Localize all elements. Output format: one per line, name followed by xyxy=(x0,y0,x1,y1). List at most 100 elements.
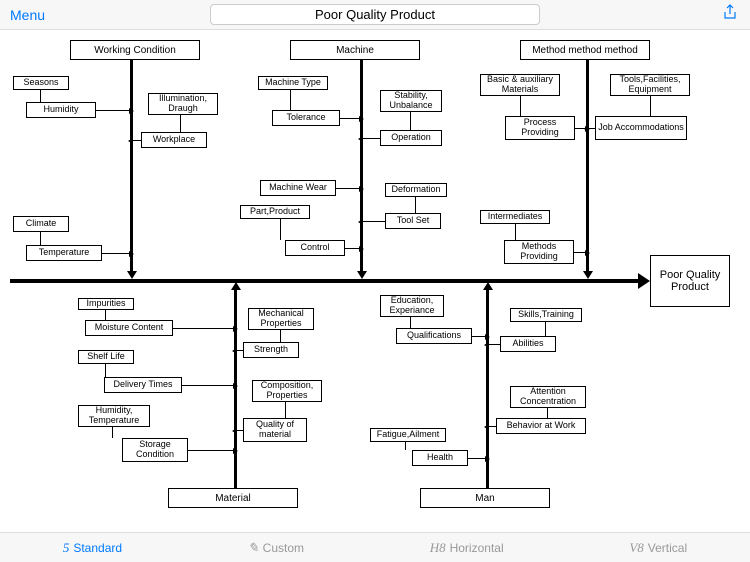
share-icon[interactable] xyxy=(722,4,738,25)
category-box[interactable]: Machine xyxy=(290,40,420,60)
tab-vertical[interactable]: V8 Vertical xyxy=(629,540,687,556)
connector xyxy=(340,118,360,119)
effect-box[interactable]: Poor Quality Product xyxy=(650,255,730,307)
cause-box[interactable]: Control xyxy=(285,240,345,256)
cause-box[interactable]: Job Accommodations xyxy=(595,116,687,140)
cause-box[interactable]: Behavior at Work xyxy=(496,418,586,434)
arrow-icon xyxy=(233,383,238,389)
cause-box[interactable]: Shelf Life xyxy=(78,350,134,364)
connector xyxy=(547,408,548,418)
cause-box[interactable]: Strength xyxy=(243,342,299,358)
cause-box[interactable]: Mechanical Properties xyxy=(248,308,314,330)
connector xyxy=(105,310,106,320)
connector xyxy=(132,140,142,141)
cause-box[interactable]: Composition, Properties xyxy=(252,380,322,402)
cause-box[interactable]: Basic & auxiliary Materials xyxy=(480,74,560,96)
connector xyxy=(488,344,500,345)
connector xyxy=(236,350,243,351)
arrow-icon xyxy=(358,136,363,142)
cause-box[interactable]: Stability, Unbalance xyxy=(380,90,442,112)
cause-box[interactable]: Climate xyxy=(13,216,69,232)
arrow-icon xyxy=(233,448,238,454)
category-box[interactable]: Man xyxy=(420,488,550,508)
bone-top xyxy=(130,60,133,272)
bone-arrow-icon xyxy=(583,271,593,279)
bone-arrow-icon xyxy=(483,282,493,290)
cause-box[interactable]: Seasons xyxy=(13,76,69,90)
connector xyxy=(336,188,360,189)
cause-box[interactable]: Attention Concentration xyxy=(510,386,586,408)
cause-box[interactable]: Education, Experiance xyxy=(380,295,444,317)
connector xyxy=(515,224,516,240)
connector xyxy=(280,219,281,240)
cause-box[interactable]: Moisture Content xyxy=(85,320,173,336)
tab-horizontal[interactable]: H8 Horizontal xyxy=(430,540,504,556)
cause-box[interactable]: Process Providing xyxy=(505,116,575,140)
connector xyxy=(588,128,595,129)
cause-box[interactable]: Health xyxy=(412,450,468,466)
connector xyxy=(182,385,234,386)
cause-box[interactable]: Tool Set xyxy=(385,213,441,229)
connector xyxy=(472,336,486,337)
arrow-icon xyxy=(359,116,364,122)
cause-box[interactable]: Humidity xyxy=(26,102,96,118)
cause-box[interactable]: Fatigue,Ailment xyxy=(370,428,446,442)
tab-standard[interactable]: 5Standard xyxy=(63,540,122,556)
cause-box[interactable]: Abilities xyxy=(500,336,556,352)
bone-arrow-icon xyxy=(127,271,137,279)
connector xyxy=(112,427,113,438)
toolbar: Menu xyxy=(0,0,750,30)
cause-box[interactable]: Part,Product xyxy=(240,205,310,219)
cause-box[interactable]: Machine Wear xyxy=(260,180,336,196)
arrow-icon xyxy=(485,334,490,340)
diagram-canvas[interactable]: Poor Quality Product Working Condition Ma… xyxy=(0,30,750,532)
connector xyxy=(410,112,411,130)
connector xyxy=(405,442,406,450)
arrow-icon xyxy=(484,342,489,348)
connector xyxy=(285,402,286,418)
title-input[interactable] xyxy=(210,4,540,25)
connector xyxy=(40,232,41,245)
connector xyxy=(290,90,291,110)
cause-box[interactable]: Methods Providing xyxy=(504,240,574,264)
tab-bar: 5Standard ✎Custom H8 Horizontal V8 Vertical xyxy=(0,532,750,562)
tab-icon: V8 xyxy=(629,540,643,556)
cause-box[interactable]: Qualifications xyxy=(396,328,472,344)
cause-box[interactable]: Deformation xyxy=(385,183,447,197)
tab-custom[interactable]: ✎Custom xyxy=(248,540,304,556)
cause-box[interactable]: Delivery Times xyxy=(104,377,182,393)
connector xyxy=(188,450,234,451)
cause-box[interactable]: Tools,Facilities, Equipment xyxy=(610,74,690,96)
tab-label: Vertical xyxy=(648,541,687,555)
arrow-icon xyxy=(359,186,364,192)
cause-box[interactable]: Humidity, Temperature xyxy=(78,405,150,427)
cause-box[interactable]: Workplace xyxy=(141,132,207,148)
tab-label: Horizontal xyxy=(450,541,504,555)
spine-arrow-icon xyxy=(638,273,650,289)
cause-box[interactable]: Tolerance xyxy=(272,110,340,126)
cause-box[interactable]: Illumination, Draugh xyxy=(148,93,218,115)
cause-box[interactable]: Skills,Training xyxy=(510,308,582,322)
arrow-icon xyxy=(128,138,133,144)
menu-button[interactable]: Menu xyxy=(10,7,45,23)
arrow-icon xyxy=(584,126,589,132)
tab-icon: H8 xyxy=(430,540,446,556)
bone-top xyxy=(360,60,363,272)
cause-box[interactable]: Intermediates xyxy=(480,210,550,224)
category-box[interactable]: Material xyxy=(168,488,298,508)
category-box[interactable]: Working Condition xyxy=(70,40,200,60)
connector xyxy=(173,328,234,329)
tab-icon: ✎ xyxy=(248,540,259,556)
cause-box[interactable]: Quality of material xyxy=(243,418,307,442)
connector xyxy=(236,430,243,431)
arrow-icon xyxy=(129,251,134,257)
category-box[interactable]: Method method method xyxy=(520,40,650,60)
arrow-icon xyxy=(485,456,490,462)
cause-box[interactable]: Storage Condition xyxy=(122,438,188,462)
cause-box[interactable]: Temperature xyxy=(26,245,102,261)
connector xyxy=(362,138,380,139)
cause-box[interactable]: Impurities xyxy=(78,298,134,310)
cause-box[interactable]: Machine Type xyxy=(258,76,328,90)
cause-box[interactable]: Operation xyxy=(380,130,442,146)
bone-arrow-icon xyxy=(231,282,241,290)
